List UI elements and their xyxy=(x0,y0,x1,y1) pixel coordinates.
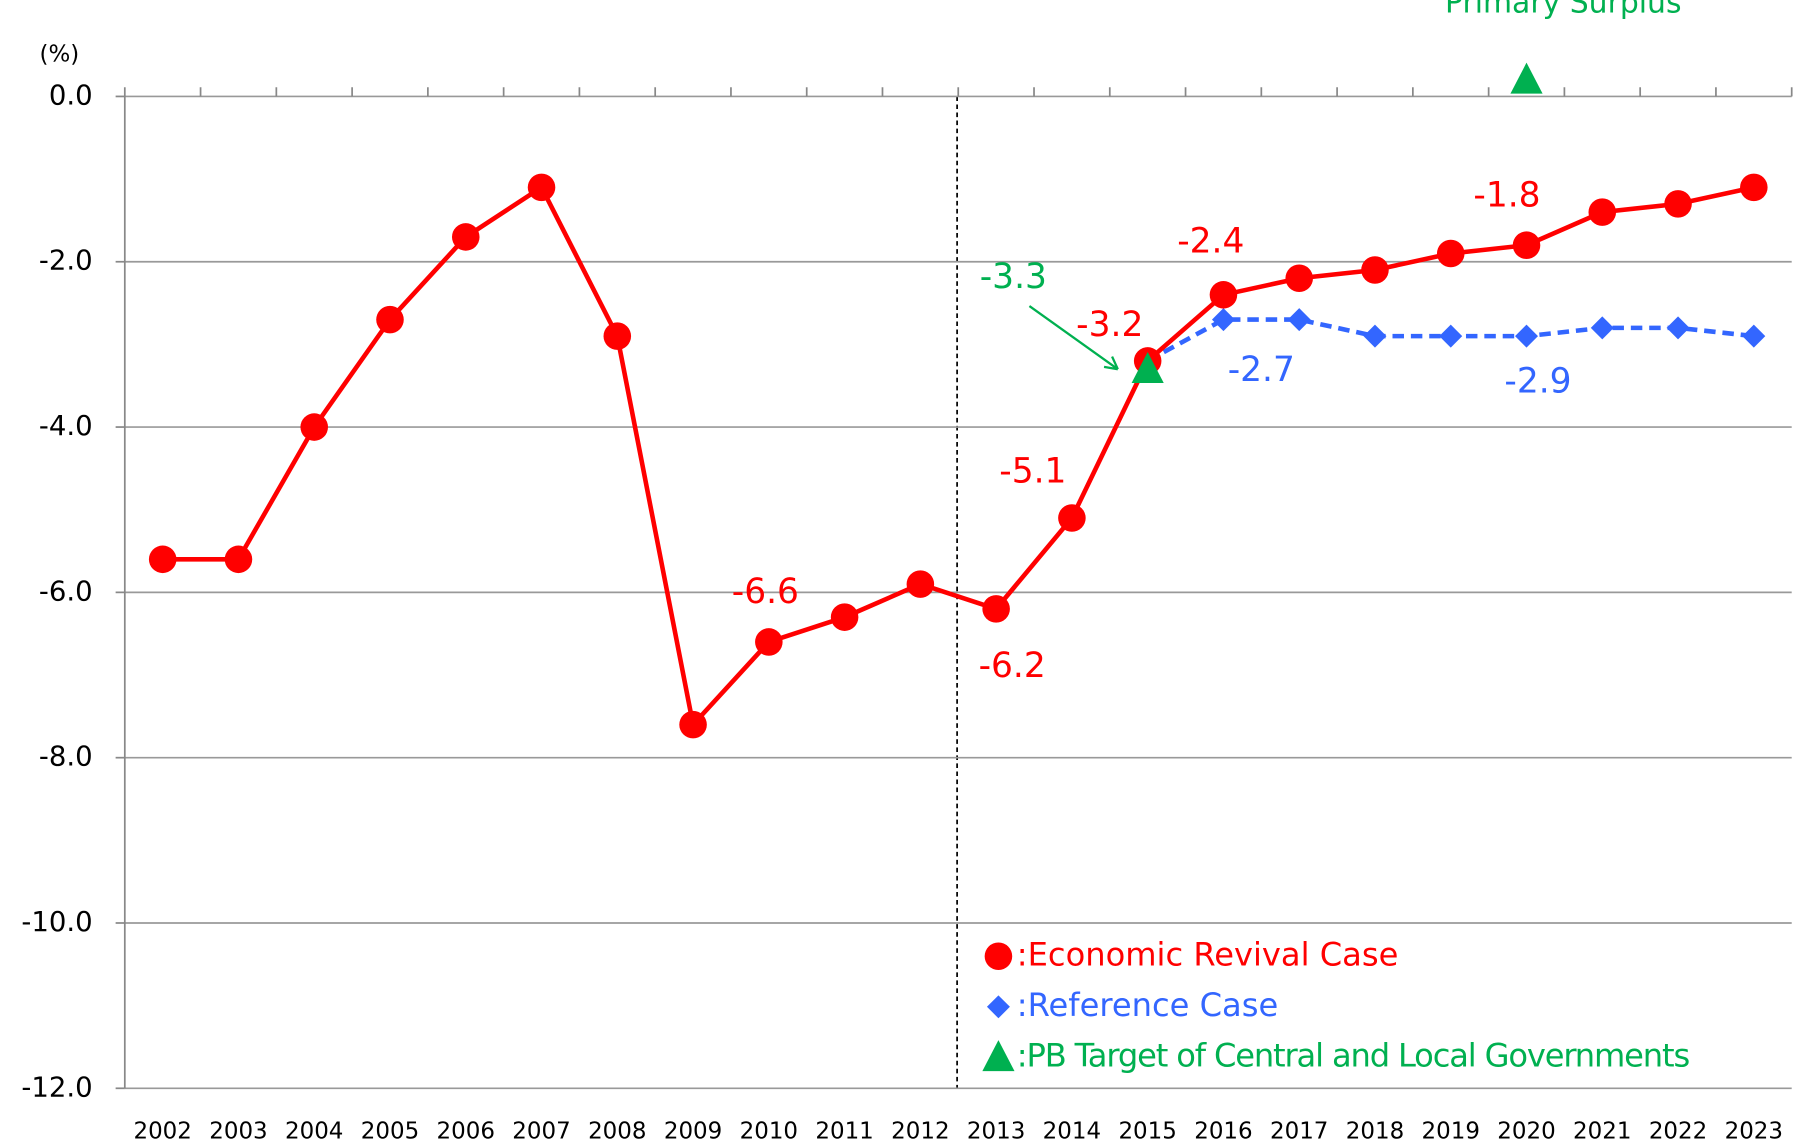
y-tick-label: -12.0 xyxy=(21,1071,92,1103)
x-tick-label: 2016 xyxy=(1194,1118,1252,1144)
point xyxy=(451,223,480,251)
legend-marker xyxy=(982,1040,1015,1072)
data-label: -2.9 xyxy=(1504,362,1571,402)
x-tick-label: 2018 xyxy=(1346,1118,1404,1144)
series-line xyxy=(162,184,1755,730)
point xyxy=(1209,281,1238,309)
data-label: -6.6 xyxy=(732,572,799,612)
point xyxy=(1740,173,1768,202)
x-tick-label: 2013 xyxy=(967,1118,1025,1144)
x-tick-label: 2009 xyxy=(664,1118,722,1144)
point xyxy=(906,570,935,598)
x-tick-label: 2023 xyxy=(1725,1118,1783,1144)
x-tick-label: 2021 xyxy=(1573,1118,1631,1144)
x-tick-label: 2005 xyxy=(361,1118,419,1144)
point xyxy=(1590,316,1614,340)
x-tick-label: 2019 xyxy=(1422,1118,1480,1144)
x-tick-label: 2010 xyxy=(740,1118,798,1144)
x-tick-label: 2022 xyxy=(1649,1118,1707,1144)
y-tick-label: -10.0 xyxy=(21,906,92,938)
legend-label: :PB Target of Central and Local Governme… xyxy=(1017,1036,1690,1074)
legend-marker xyxy=(986,995,1010,1019)
x-tick-label: 2006 xyxy=(437,1118,495,1144)
point xyxy=(1439,324,1463,348)
point xyxy=(1512,231,1541,259)
data-label: -2.4 xyxy=(1177,222,1244,262)
annotation-arrow xyxy=(1028,305,1119,371)
y-axis-label: (%) xyxy=(40,42,80,68)
point xyxy=(1131,351,1164,383)
x-tick-label: 2007 xyxy=(512,1118,570,1144)
point xyxy=(1515,324,1538,348)
x-tick-label: 2017 xyxy=(1270,1118,1328,1144)
point xyxy=(1211,308,1235,332)
x-tick-label: 2003 xyxy=(209,1118,267,1144)
point xyxy=(1285,264,1313,293)
point xyxy=(1666,316,1690,340)
x-tick-label: 2004 xyxy=(285,1118,343,1144)
data-label: -5.1 xyxy=(999,452,1066,492)
y-tick-label: -4.0 xyxy=(39,410,93,442)
data-label: Primary Surplus xyxy=(1445,0,1682,21)
point xyxy=(1664,190,1692,218)
y-tick-label: 0.0 xyxy=(49,79,93,111)
point xyxy=(1361,256,1389,284)
point xyxy=(1363,324,1387,348)
legend-marker xyxy=(984,942,1013,971)
point xyxy=(1058,504,1086,532)
data-label: -1.8 xyxy=(1473,175,1540,215)
y-tick-label: -2.0 xyxy=(39,245,93,277)
point xyxy=(1510,62,1543,94)
point xyxy=(148,545,177,574)
point xyxy=(1588,198,1617,226)
y-tick-label: -6.0 xyxy=(39,575,93,607)
data-label: -6.2 xyxy=(979,646,1046,686)
x-tick-label: 2008 xyxy=(588,1118,646,1144)
x-tick-label: 2015 xyxy=(1118,1118,1176,1144)
x-tick-label: 2020 xyxy=(1497,1118,1555,1144)
x-tick-label: 2014 xyxy=(1043,1118,1101,1144)
y-tick-label: -8.0 xyxy=(39,741,93,773)
x-tick-label: 2011 xyxy=(815,1118,873,1144)
point xyxy=(603,322,632,350)
point xyxy=(1436,239,1465,268)
point xyxy=(830,603,859,631)
x-tick-label: 2002 xyxy=(133,1118,191,1144)
point xyxy=(376,305,404,334)
point xyxy=(224,545,253,574)
point xyxy=(982,595,1010,623)
point xyxy=(527,173,556,202)
data-label: -2.7 xyxy=(1228,350,1295,390)
legend-label: :Reference Case xyxy=(1017,986,1278,1024)
point xyxy=(679,710,707,739)
data-label: -3.3 xyxy=(980,257,1047,297)
point xyxy=(300,413,328,441)
point xyxy=(1742,324,1766,348)
x-tick-label: 2012 xyxy=(891,1118,949,1144)
point xyxy=(1287,308,1311,332)
data-label: -3.2 xyxy=(1076,305,1143,345)
point xyxy=(755,628,783,656)
legend-label: :Economic Revival Case xyxy=(1017,935,1399,973)
